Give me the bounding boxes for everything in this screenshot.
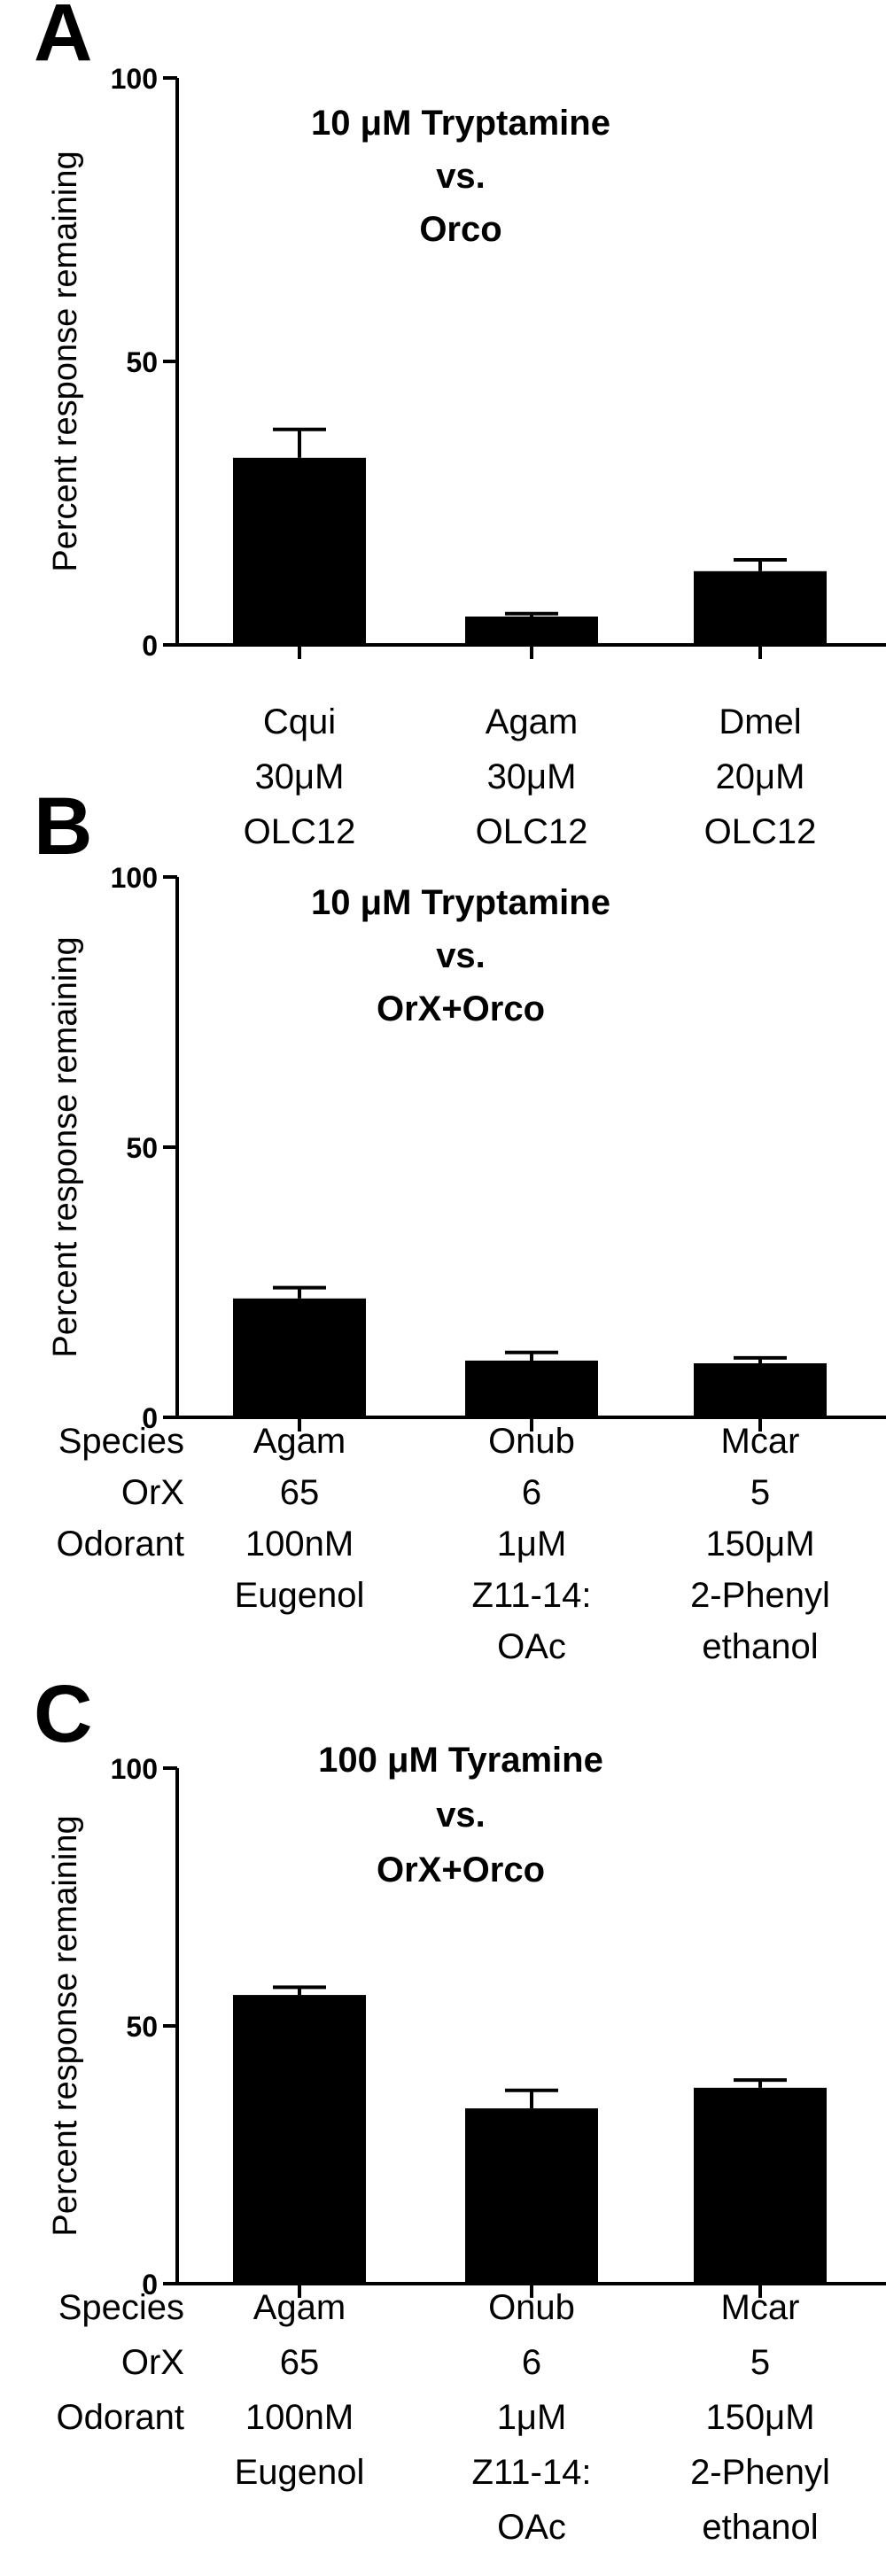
row-header: Odorant <box>56 1525 184 1563</box>
x-tick-label: 2-Phenyl <box>690 2453 830 2492</box>
bar <box>465 617 598 645</box>
x-tick-label: Mcar <box>721 1422 800 1461</box>
panel-label: C <box>34 1669 92 1759</box>
x-tick-label: Cqui <box>263 702 336 741</box>
panel-c: C 100 μM Tyramine vs. OrX+Orco Percent respo… <box>34 1669 886 2547</box>
y-tick-label: 0 <box>142 1402 158 1434</box>
chart-title-line: OrX+Orco <box>377 1851 545 1889</box>
x-tick-label: 30μM <box>487 757 577 796</box>
x-tick-label: OAc <box>497 2508 566 2547</box>
panel-b: B 10 μM Tryptamine vs. OrX+Orco Percent resp… <box>34 781 886 1666</box>
bar <box>694 1363 827 1417</box>
y-tick-label: 0 <box>142 630 158 662</box>
y-axis-label: Percent response remaining <box>47 151 84 571</box>
x-tick-label: Onub <box>488 2288 575 2327</box>
x-tick-label: 1μM <box>497 1525 567 1563</box>
x-tick-label: 100nM <box>245 1525 354 1563</box>
row-header: Species <box>58 1422 184 1461</box>
x-tick-label: 150μM <box>705 1525 814 1563</box>
x-tick-label: OLC12 <box>704 812 817 851</box>
y-tick-label: 100 <box>111 862 158 894</box>
x-tick-label: 20μM <box>716 757 805 796</box>
chart-title-line: 100 μM Tyramine <box>318 1741 603 1780</box>
row-header: Odorant <box>56 2398 184 2437</box>
bar <box>465 1360 598 1417</box>
x-tick-label: 100nM <box>245 2398 354 2437</box>
x-tick-label: Z11-14: <box>472 1576 592 1615</box>
x-tick-label: 30μM <box>255 757 345 796</box>
bar <box>233 457 366 645</box>
x-tick-label: Agam <box>253 1422 346 1461</box>
x-tick-label: Mcar <box>721 2288 800 2327</box>
y-tick-label: 50 <box>126 2011 158 2043</box>
chart-title-line: OrX+Orco <box>377 989 545 1028</box>
x-tick-label: OLC12 <box>476 812 588 851</box>
y-tick-label: 100 <box>111 63 158 95</box>
x-tick-label: Dmel <box>719 702 801 741</box>
x-tick-label: 65 <box>280 2343 320 2382</box>
x-tick-label: 150μM <box>705 2398 814 2437</box>
chart-title-line: vs. <box>436 157 486 196</box>
y-axis-label: Percent response remaining <box>47 1815 84 2236</box>
x-tick-label: Agam <box>253 2288 346 2327</box>
x-tick-label: 6 <box>522 1473 541 1512</box>
x-tick-label: Z11-14: <box>472 2453 592 2492</box>
x-tick-label: 5 <box>750 1473 770 1512</box>
chart-title-line: vs. <box>436 1796 486 1835</box>
bar <box>694 2087 827 2284</box>
y-tick-label: 50 <box>126 346 158 378</box>
x-tick-label: Eugenol <box>235 2453 365 2492</box>
x-tick-label: 5 <box>750 2343 770 2382</box>
row-header: Species <box>58 2288 184 2327</box>
x-tick-label: 6 <box>522 2343 541 2382</box>
row-header: OrX <box>121 1473 184 1512</box>
chart-title-line: 10 μM Tryptamine <box>311 104 610 143</box>
x-tick-label: ethanol <box>702 2508 818 2547</box>
y-tick-label: 50 <box>126 1132 158 1164</box>
chart-title-line: vs. <box>436 936 486 975</box>
x-tick-label: 1μM <box>497 2398 567 2437</box>
x-tick-label: OAc <box>497 1627 566 1666</box>
chart-title-line: Orco <box>419 210 501 249</box>
panel-label: A <box>34 0 92 78</box>
y-tick-label: 0 <box>142 2269 158 2301</box>
y-axis-label: Percent response remaining <box>47 936 84 1357</box>
row-header: OrX <box>121 2343 184 2382</box>
bar <box>233 1995 366 2284</box>
y-tick-label: 100 <box>111 1753 158 1785</box>
x-tick-label: 2-Phenyl <box>690 1576 830 1615</box>
bar <box>694 570 827 645</box>
x-tick-label: 65 <box>280 1473 320 1512</box>
x-tick-label: ethanol <box>702 1627 818 1666</box>
x-tick-label: Onub <box>488 1422 575 1461</box>
x-tick-label: OLC12 <box>244 812 356 851</box>
bar <box>465 2108 598 2284</box>
panel-a: A 10 μM Tryptamine vs. Orco Percent response… <box>34 0 886 851</box>
panel-label: B <box>34 781 92 872</box>
chart-title-line: 10 μM Tryptamine <box>311 883 610 922</box>
x-tick-label: Agam <box>486 702 579 741</box>
bar <box>233 1298 366 1417</box>
x-tick-label: Eugenol <box>235 1576 365 1615</box>
